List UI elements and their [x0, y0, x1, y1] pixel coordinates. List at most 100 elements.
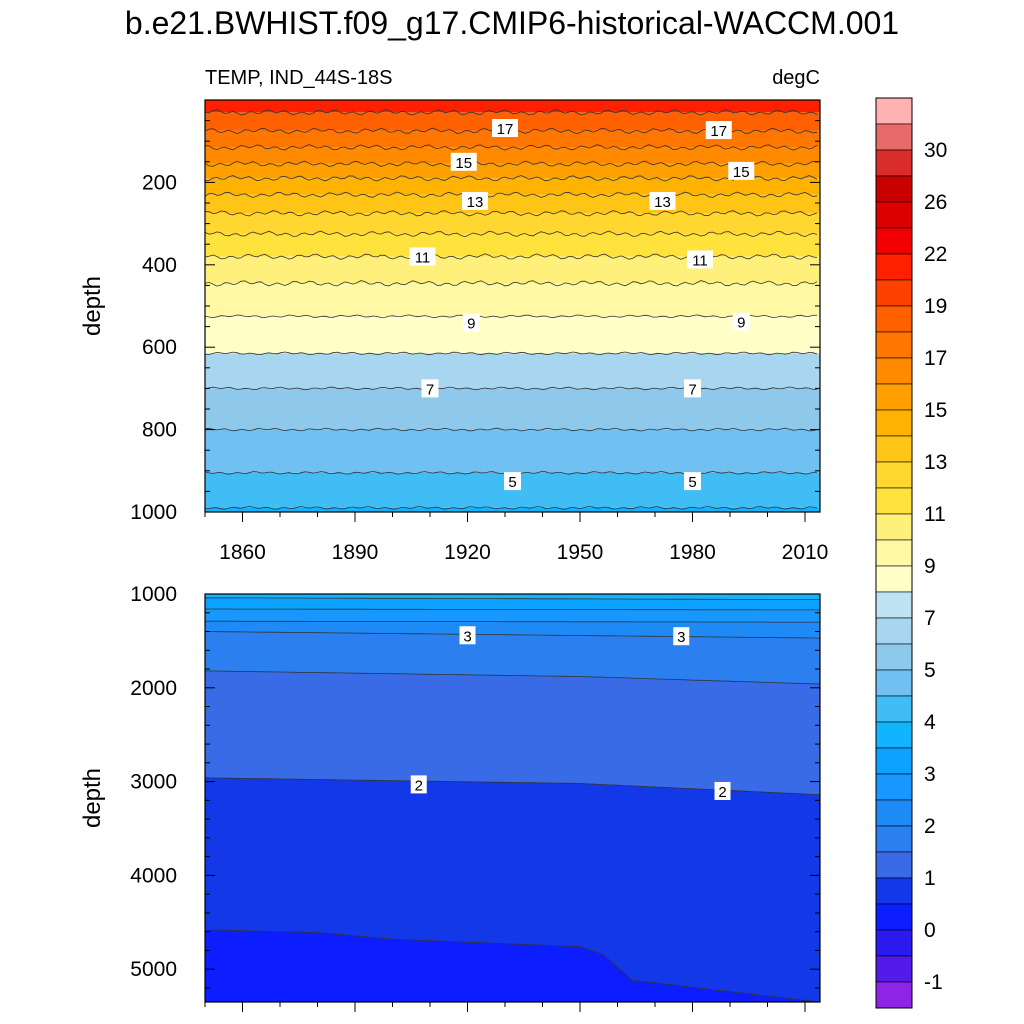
colorbar-swatch: [875, 643, 913, 671]
upper-contour-label: 7: [426, 381, 434, 398]
colorbar-swatch: [875, 513, 913, 541]
colorbar-swatch: [875, 487, 913, 515]
upper-contour-label-box: [705, 121, 732, 140]
upper-contour-line: [204, 175, 818, 182]
upper-band: [205, 100, 820, 113]
lower-contour-label: 3: [463, 628, 471, 645]
lower-y-tick-label: 1000: [130, 583, 177, 606]
colorbar-label: 15: [924, 399, 947, 422]
upper-contour-line: [204, 144, 818, 151]
lower-y-tick-label: 3000: [130, 771, 177, 794]
colorbar-label: 30: [924, 139, 947, 162]
colorbar-swatch: [875, 565, 913, 593]
upper-x-tick-label: 2010: [782, 541, 829, 564]
upper-band: [205, 353, 820, 389]
upper-contour-label: 17: [710, 123, 727, 140]
upper-contour-label-box: [684, 472, 701, 491]
upper-contour-label-box: [421, 379, 439, 398]
colorbar-swatch: [875, 903, 913, 931]
colorbar-swatch: [875, 617, 913, 645]
upper-contour-line: [204, 280, 818, 287]
upper-contour-label-box: [492, 119, 518, 138]
colorbar-swatch: [875, 227, 913, 255]
lower-frame: [204, 593, 821, 1003]
lower-contour-line: [205, 597, 820, 600]
upper-band: [205, 130, 820, 148]
lower-y-tick-label: 4000: [130, 864, 177, 887]
upper-contour-label: 13: [654, 194, 671, 211]
colorbar-swatch: [875, 669, 913, 697]
colorbar-label: 22: [924, 243, 947, 266]
lower-contour-label-box: [673, 627, 690, 646]
upper-contour-label: 9: [467, 315, 475, 332]
lower-band: [205, 609, 820, 623]
colorbar-swatch: [875, 435, 913, 463]
colorbar-swatch: [875, 409, 913, 437]
upper-contour-label-box: [687, 250, 713, 269]
colorbar-label: 13: [924, 451, 947, 474]
upper-y-tick-label: 800: [142, 419, 177, 442]
colorbar-label: 7: [924, 607, 936, 630]
lower-contour-line: [204, 631, 821, 639]
colorbar-label: 1: [924, 867, 936, 890]
lower-band: [205, 631, 820, 684]
upper-contour-line: [204, 230, 818, 238]
colorbar-swatch: [875, 175, 913, 203]
lower-band: [205, 777, 820, 1002]
upper-contour-label: 15: [455, 155, 472, 172]
upper-band: [205, 283, 820, 317]
colorbar-swatch: [875, 591, 913, 619]
colorbar-frame: [875, 97, 913, 1009]
upper-contour-label-box: [684, 379, 701, 398]
colorbar-swatch: [875, 929, 913, 957]
upper-contour-label: 15: [733, 164, 750, 181]
upper-contour-line: [204, 427, 818, 432]
colorbar-swatch: [875, 825, 913, 853]
colorbar-label: 4: [924, 711, 936, 734]
colorbar-label: 11: [924, 503, 946, 526]
lower-contour-line: [204, 670, 821, 685]
upper-contour-label: 11: [692, 252, 708, 269]
upper-band: [205, 233, 820, 257]
colorbar-swatch: [875, 357, 913, 385]
lower-contour-label: 2: [718, 784, 726, 801]
colorbar-swatch: [875, 149, 913, 177]
upper-band: [205, 429, 820, 473]
chart-title: b.e21.BWHIST.f09_g17.CMIP6-historical-WA…: [125, 5, 899, 41]
colorbar-swatch: [875, 253, 913, 281]
lower-y-tick-label: 5000: [130, 958, 177, 981]
lower-band: [205, 670, 820, 795]
upper-contour-label: 7: [688, 381, 696, 398]
colorbar-swatch: [875, 851, 913, 879]
upper-contour-label-box: [728, 161, 755, 180]
subtitle-left: TEMP, IND_44S-18S: [205, 67, 393, 89]
upper-band: [205, 507, 820, 512]
colorbar-swatch: [875, 747, 913, 775]
lower-y-axis-label: depth: [79, 768, 106, 828]
upper-contour-label-box: [504, 472, 521, 491]
lower-contour-label: 3: [677, 629, 685, 646]
colorbar-swatch: [875, 799, 913, 827]
upper-contour-label: 11: [415, 250, 431, 267]
upper-contour-line: [204, 314, 818, 319]
upper-contour-label-box: [649, 191, 676, 210]
upper-contour-line: [204, 109, 818, 116]
colorbar-swatch: [875, 773, 913, 801]
subtitle-right: degC: [772, 67, 820, 89]
lower-band: [205, 929, 820, 1002]
colorbar-label: 19: [924, 295, 947, 318]
colorbar-swatch: [875, 955, 913, 983]
colorbar-label: 17: [924, 347, 947, 370]
upper-contour-label: 13: [467, 194, 484, 211]
lower-band: [205, 621, 820, 639]
upper-contour-label: 9: [737, 315, 745, 332]
lower-contour-line: [205, 608, 820, 611]
upper-contour-label: 5: [688, 474, 696, 491]
upper-y-tick-label: 400: [142, 254, 177, 277]
colorbar-swatch: [875, 331, 913, 359]
upper-band: [205, 388, 820, 430]
upper-band: [205, 178, 820, 195]
upper-contour-label: 17: [497, 121, 514, 138]
